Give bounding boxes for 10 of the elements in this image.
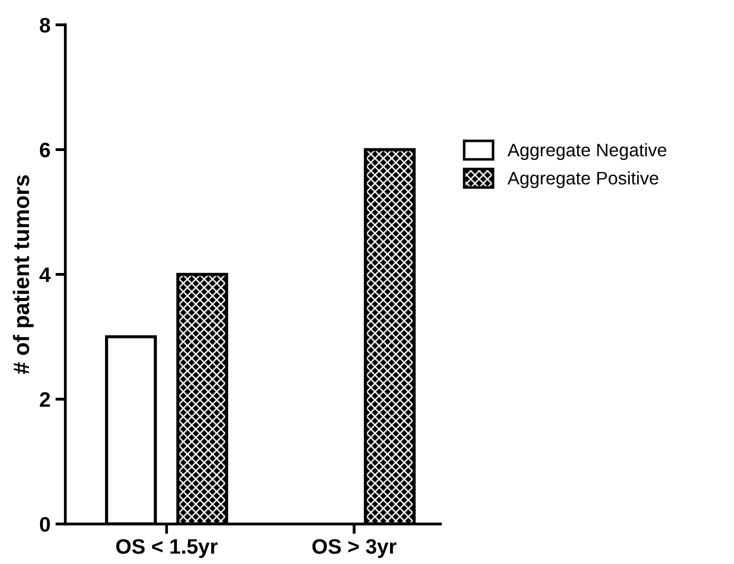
x-tick-label: OS < 1.5yr [116,539,218,558]
y-tick-label: 2 [40,392,50,407]
y-axis-title: # of patient tumors [12,175,34,374]
y-tick-label: 8 [40,18,50,33]
y-tick-label: 0 [40,516,50,532]
x-tick-label: OS > 3yr [312,539,396,558]
legend-label: Aggregate Negative [508,143,666,160]
y-tick-label: 4 [39,268,51,282]
legend-label: Aggregate Positive [508,171,658,188]
y-tick-label: 6 [40,142,50,158]
